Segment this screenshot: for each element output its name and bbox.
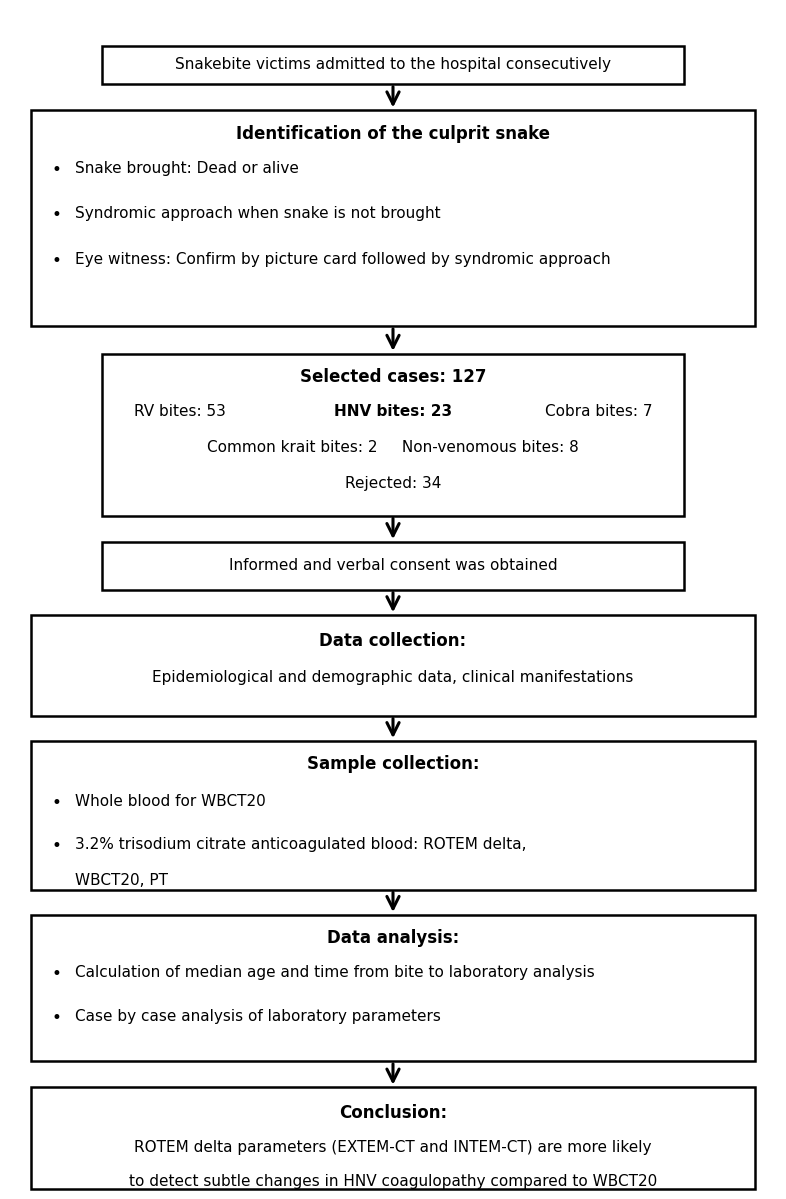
Text: WBCT20, PT: WBCT20, PT [75,873,167,888]
Text: 3.2% trisodium citrate anticoagulated blood: ROTEM delta,: 3.2% trisodium citrate anticoagulated bl… [75,837,526,852]
Text: Snakebite victims admitted to the hospital consecutively: Snakebite victims admitted to the hospit… [175,58,611,72]
Text: Epidemiological and demographic data, clinical manifestations: Epidemiological and demographic data, cl… [152,670,634,686]
Text: Informed and verbal consent was obtained: Informed and verbal consent was obtained [229,559,557,573]
FancyBboxPatch shape [31,110,755,326]
Text: •: • [51,837,61,855]
Text: Eye witness: Confirm by picture card followed by syndromic approach: Eye witness: Confirm by picture card fol… [75,252,610,267]
Text: to detect subtle changes in HNV coagulopathy compared to WBCT20: to detect subtle changes in HNV coagulop… [129,1174,657,1189]
Text: Sample collection:: Sample collection: [307,755,479,773]
FancyBboxPatch shape [31,741,755,890]
Text: Whole blood for WBCT20: Whole blood for WBCT20 [75,794,266,809]
FancyBboxPatch shape [102,46,684,84]
Text: RV bites: 53: RV bites: 53 [134,404,226,420]
FancyBboxPatch shape [31,1087,755,1189]
Text: •: • [51,206,61,224]
Text: Syndromic approach when snake is not brought: Syndromic approach when snake is not bro… [75,206,440,222]
FancyBboxPatch shape [31,615,755,716]
Text: Data collection:: Data collection: [319,632,467,650]
Text: Identification of the culprit snake: Identification of the culprit snake [236,125,550,143]
Text: Snake brought: Dead or alive: Snake brought: Dead or alive [75,161,299,176]
Text: HNV bites: 23: HNV bites: 23 [334,404,452,420]
Text: Case by case analysis of laboratory parameters: Case by case analysis of laboratory para… [75,1010,440,1024]
Text: ROTEM delta parameters (EXTEM-CT and INTEM-CT) are more likely: ROTEM delta parameters (EXTEM-CT and INT… [134,1140,652,1156]
Text: Calculation of median age and time from bite to laboratory analysis: Calculation of median age and time from … [75,965,594,981]
Text: •: • [51,1010,61,1028]
Text: •: • [51,965,61,983]
Text: Cobra bites: 7: Cobra bites: 7 [545,404,652,420]
Text: Data analysis:: Data analysis: [327,929,459,947]
Text: Common krait bites: 2     Non-venomous bites: 8: Common krait bites: 2 Non-venomous bites… [208,440,578,456]
Text: Conclusion:: Conclusion: [339,1104,447,1122]
Text: Rejected: 34: Rejected: 34 [345,476,441,492]
FancyBboxPatch shape [31,915,755,1061]
FancyBboxPatch shape [102,354,684,516]
Text: •: • [51,794,61,812]
Text: •: • [51,161,61,179]
FancyBboxPatch shape [102,542,684,590]
Text: •: • [51,252,61,270]
Text: Selected cases: 127: Selected cases: 127 [299,368,487,386]
